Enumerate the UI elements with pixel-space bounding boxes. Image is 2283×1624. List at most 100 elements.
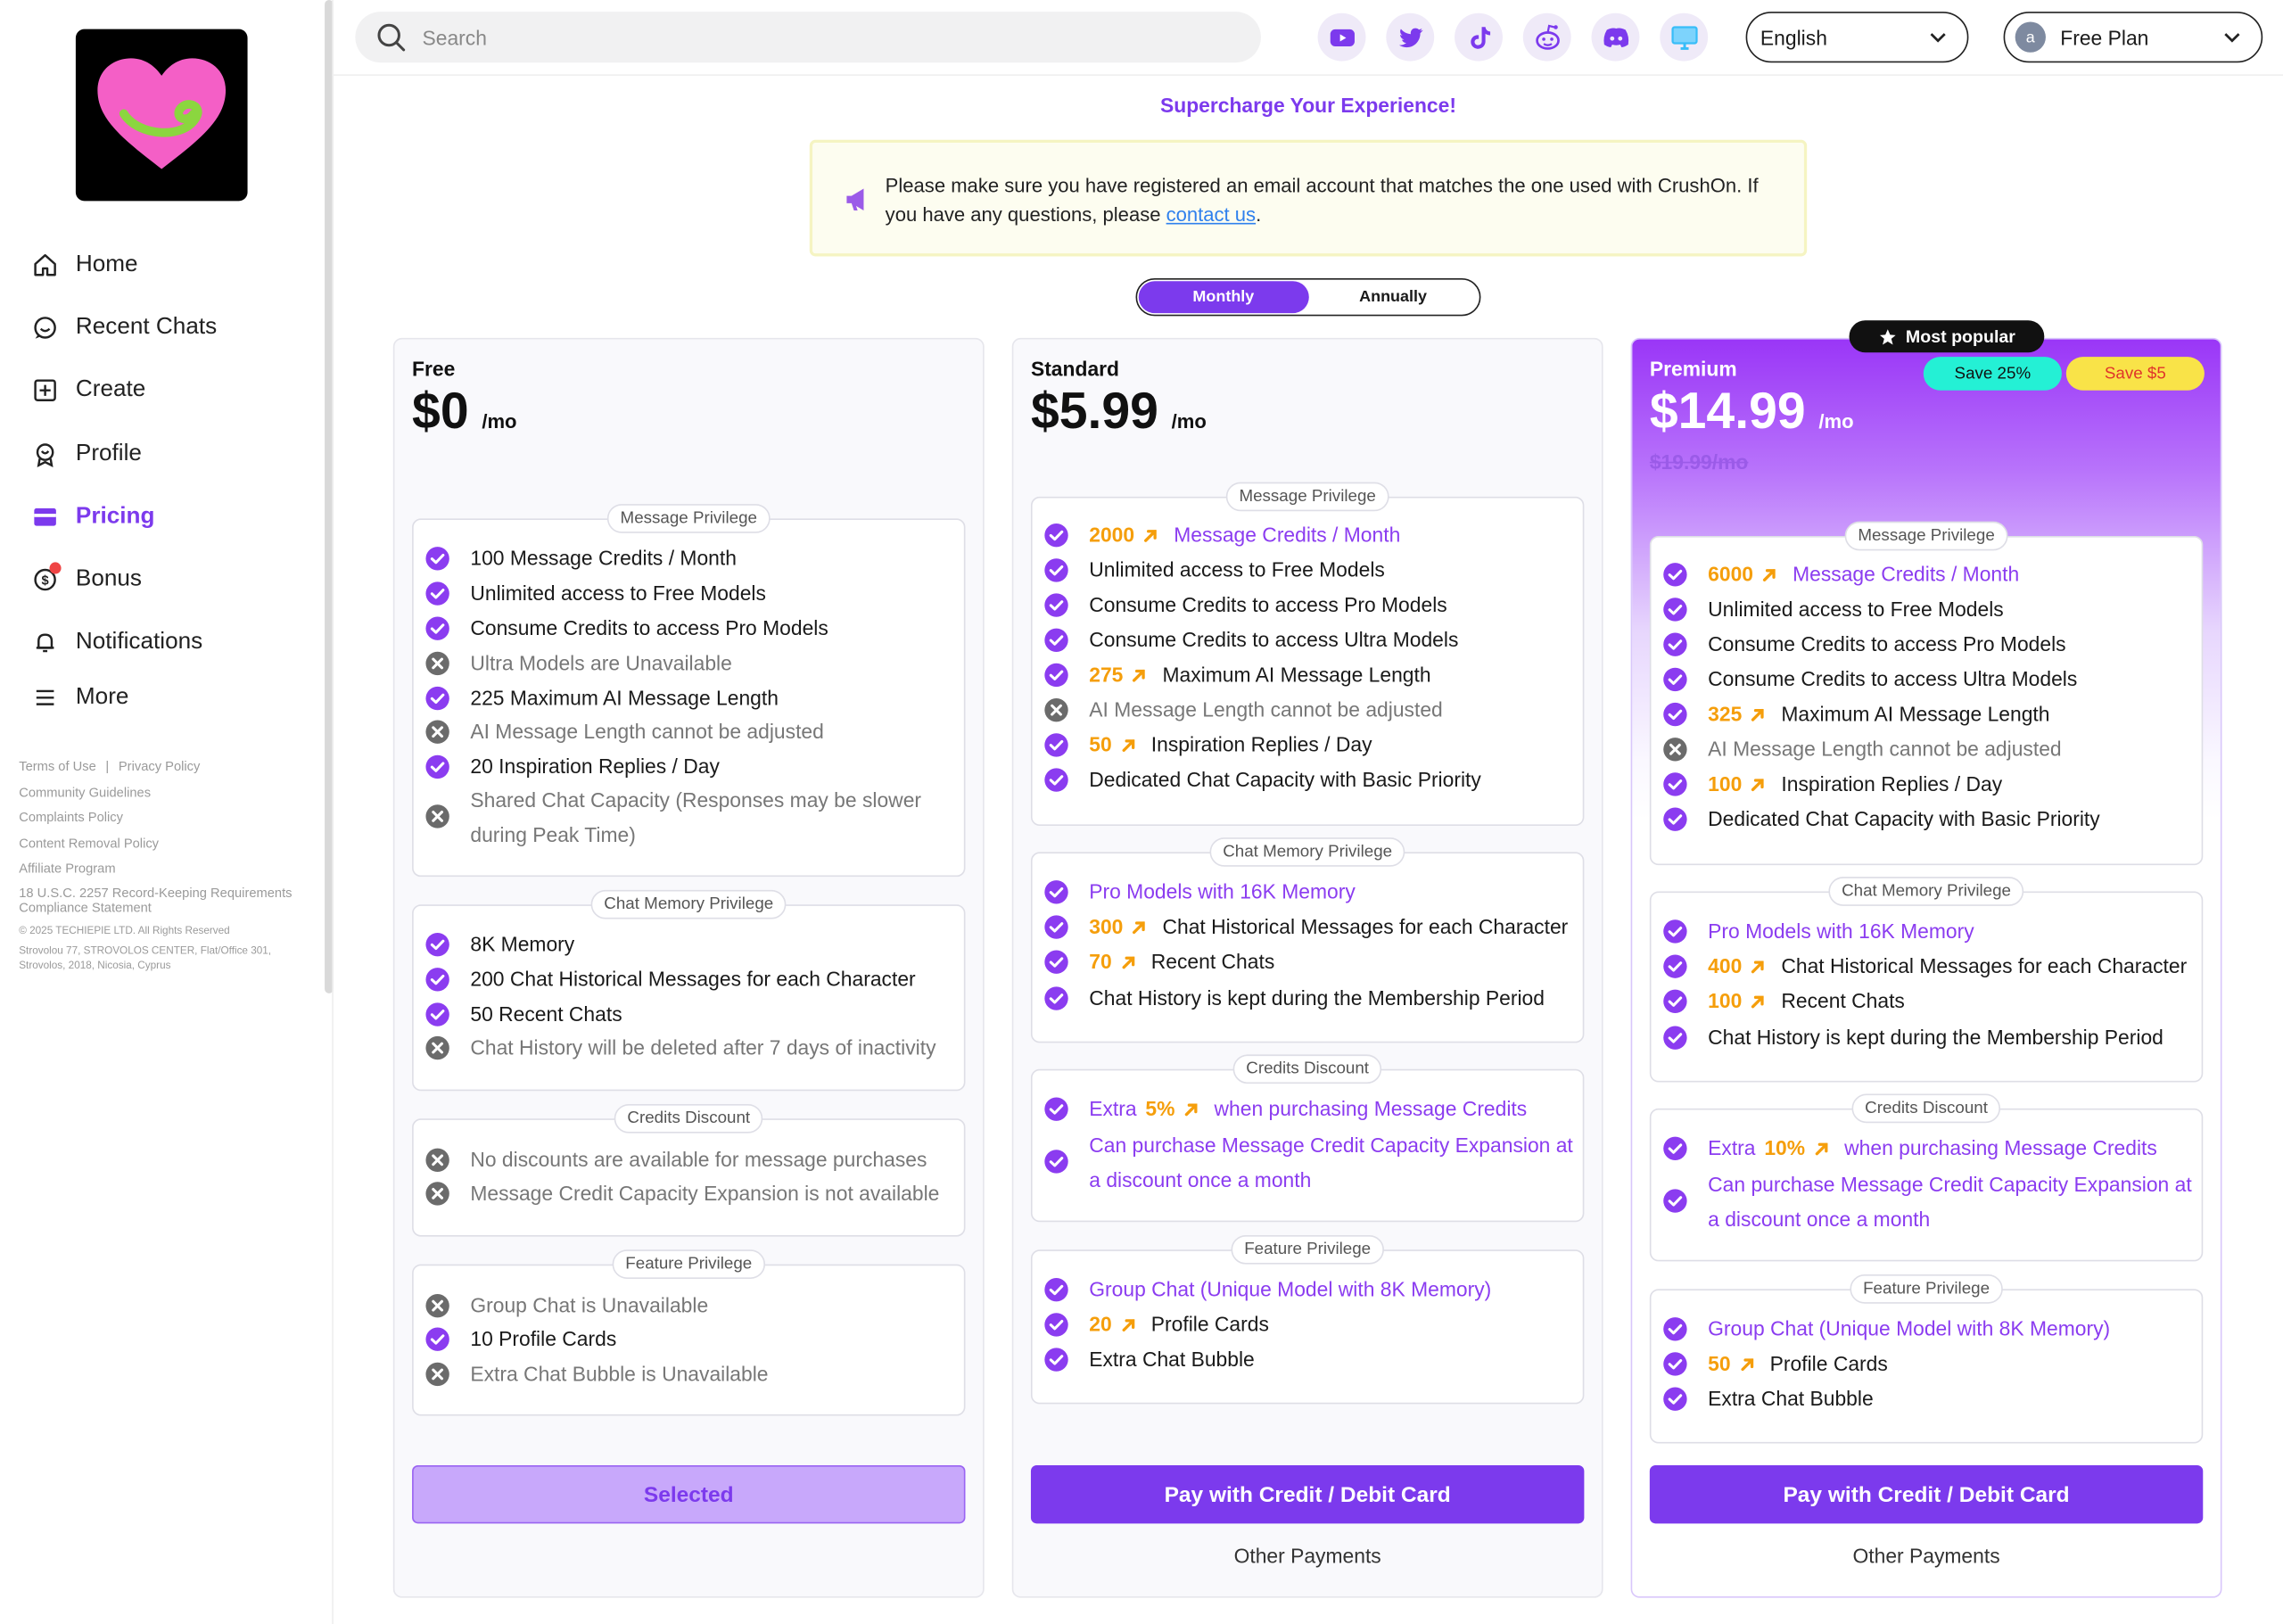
tiktok-button[interactable] (1455, 12, 1503, 62)
arrow-up-right-icon (1763, 569, 1776, 581)
section-title: Credits Discount (614, 1103, 763, 1134)
desktop-app-button[interactable] (1660, 12, 1709, 62)
arrow-up-right-icon (1144, 530, 1158, 542)
annually-option[interactable]: Annually (1359, 288, 1427, 306)
check-icon (425, 1327, 449, 1351)
affiliate-link[interactable]: Affiliate Program (19, 861, 116, 876)
check-icon (1663, 702, 1687, 727)
check-icon (1663, 919, 1687, 944)
contact-us-link[interactable]: contact us (1166, 203, 1257, 227)
menu-icon (36, 689, 54, 706)
check-icon (1663, 807, 1687, 831)
feature-text: Dedicated Chat Capacity with Basic Prior… (1708, 806, 2100, 830)
sidebar-item-more[interactable]: More (32, 674, 309, 721)
check-icon (425, 686, 449, 711)
check-icon (1663, 954, 1687, 978)
notice-text: Please make sure you have registered an … (885, 174, 1759, 227)
check-icon (1663, 1352, 1687, 1376)
feature-text: 10 Profile Cards (470, 1326, 617, 1350)
reddit-button[interactable] (1522, 12, 1571, 62)
search-input[interactable] (422, 25, 1180, 49)
arrow-up-right-icon (1133, 921, 1146, 935)
sidebar-item-label: Bonus (75, 566, 142, 592)
credits-discount-section: Credits Discount No discounts are availab… (412, 1103, 966, 1237)
pay-card-button[interactable]: Pay with Credit / Debit Card (1030, 1464, 1585, 1524)
check-icon (425, 547, 449, 571)
discord-button[interactable] (1591, 12, 1640, 62)
terms-link[interactable]: Terms of Use (19, 758, 96, 774)
pay-card-button[interactable]: Pay with Credit / Debit Card (1649, 1464, 2204, 1524)
section-title: Message Privilege (1225, 482, 1389, 512)
plan-menu[interactable]: a Free Plan (2003, 12, 2263, 63)
price-period: /mo (1171, 410, 1207, 433)
sidebar-item-notifications[interactable]: Notifications (32, 612, 309, 675)
plan-name: Free (412, 357, 456, 381)
feature-text: AI Message Length cannot be adjusted (1708, 737, 2062, 761)
check-icon (1044, 768, 1068, 792)
billing-toggle: Monthly Annually (1135, 277, 1481, 317)
feature-text: Shared Chat Capacity (Responses may be s… (470, 787, 922, 846)
feature-text: Inspiration Replies / Day (1781, 771, 2003, 796)
feature-text: 100 Message Credits / Month (470, 546, 737, 570)
check-icon (425, 932, 449, 957)
twitter-button[interactable] (1386, 12, 1435, 62)
feature-text: 50 Recent Chats (470, 1002, 622, 1026)
discord-icon (1603, 27, 1628, 47)
complaints-link[interactable]: Complaints Policy (19, 810, 124, 825)
feature-number: 400 (1708, 953, 1743, 977)
address: Strovolou 77, STROVOLOS CENTER, Flat/Off… (19, 943, 272, 971)
language-select[interactable]: English (1745, 12, 1969, 63)
privacy-link[interactable]: Privacy Policy (118, 758, 201, 774)
feature-number: 5% (1145, 1096, 1175, 1120)
bell-icon (36, 634, 54, 653)
feature-row: Consume Credits to access Ultra Models (1044, 623, 1574, 658)
check-icon (1044, 1278, 1068, 1302)
check-icon (1044, 1348, 1068, 1372)
heart-logo[interactable] (75, 29, 248, 202)
feature-text: Chat History is kept during the Membersh… (1708, 1025, 2163, 1049)
feature-row: Chat History is kept during the Membersh… (1044, 982, 1574, 1017)
feature-row: 50 Profile Cards (1663, 1348, 2193, 1382)
check-icon (1663, 1189, 1687, 1213)
check-icon (1663, 772, 1687, 796)
feature-text: Pro Models with 16K Memory (1708, 919, 1974, 943)
credits-discount-section: Credits Discount Extra 5% when purchasing M… (1030, 1054, 1585, 1223)
other-payments-link[interactable]: Other Payments (1233, 1544, 1381, 1568)
sidebar-item-recent-chats[interactable]: Recent Chats (32, 296, 309, 359)
cross-icon (425, 1362, 449, 1387)
youtube-button[interactable] (1317, 12, 1366, 62)
feature-text: when purchasing Message Credits (1844, 1135, 2157, 1160)
other-payments-link[interactable]: Other Payments (1852, 1544, 2000, 1568)
check-icon (425, 968, 449, 992)
sidebar-item-create[interactable]: Create (32, 359, 309, 423)
community-link[interactable]: Community Guidelines (19, 784, 152, 799)
check-icon (1663, 1317, 1687, 1341)
check-icon (425, 616, 449, 640)
feature-text: Chat Historical Messages for each Charac… (1781, 953, 2188, 977)
message-privilege-section: Message Privilege 6000 Message Credits / M… (1649, 521, 2204, 866)
sidebar-item-home[interactable]: Home (32, 233, 309, 296)
feature-text: Consume Credits to access Pro Models (1089, 592, 1447, 616)
cross-icon (425, 1293, 449, 1318)
plan-name: Standard (1030, 357, 1120, 381)
arrow-up-right-icon (1184, 1103, 1198, 1117)
feature-row: 275 Maximum AI Message Length (1044, 658, 1574, 693)
sidebar-item-bonus[interactable]: $ Bonus (32, 548, 309, 612)
sidebar-item-profile[interactable]: Profile (32, 422, 309, 485)
feature-text: No discounts are available for message p… (470, 1147, 927, 1172)
sidebar-item-pricing[interactable]: Pricing (32, 485, 309, 548)
sidebar-item-label: Recent Chats (75, 314, 218, 340)
feature-text: Chat History will be deleted after 7 day… (470, 1035, 936, 1059)
sidebar-scrollbar[interactable] (325, 0, 334, 993)
search-icon (377, 22, 406, 51)
check-icon (1044, 733, 1068, 757)
feature-text: Group Chat (Unique Model with 8K Memory) (1708, 1316, 2111, 1340)
feature-privilege-section: Feature Privilege Group Chat is Unavailab… (412, 1249, 966, 1416)
feature-row: Extra 5% when purchasing Message Credits (1044, 1092, 1574, 1127)
selected-button[interactable]: Selected (412, 1464, 966, 1524)
monthly-option[interactable]: Monthly (1138, 281, 1308, 314)
content-removal-link[interactable]: Content Removal Policy (19, 835, 160, 850)
usc-2257-link[interactable]: 18 U.S.C. 2257 Record-Keeping Requiremen… (19, 885, 293, 914)
search-box[interactable] (355, 12, 1261, 63)
sidebar-item-label: More (75, 684, 129, 710)
